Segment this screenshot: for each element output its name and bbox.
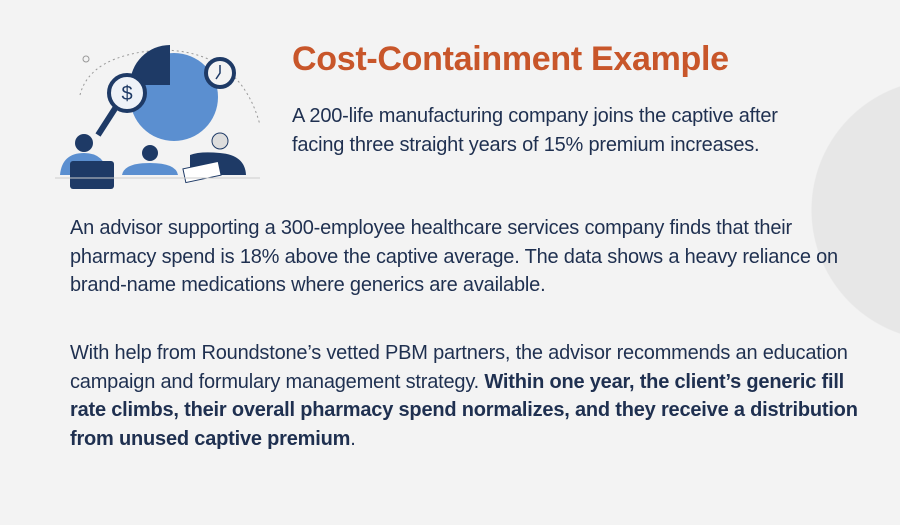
pie-chart-icon [130, 45, 218, 141]
problem-paragraph: An advisor supporting a 300-employee hea… [70, 217, 838, 296]
intro-paragraph: A 200-life manufacturing company joins t… [292, 105, 778, 156]
page-title: Cost-Containment Example [292, 40, 729, 78]
laptop-icon [70, 161, 114, 189]
solution-highlight: Within one year, the client’s generic fi… [70, 370, 858, 450]
solution-text: With help from Roundstone’s vetted PBM p… [70, 342, 848, 393]
team-analysis-illustration: $ [55, 45, 261, 189]
solution-end: . [350, 427, 356, 450]
svg-text:$: $ [121, 83, 132, 105]
document-icon [182, 160, 222, 184]
clock-icon [204, 57, 236, 89]
solution-paragraph: With help from Roundstone’s vetted PBM p… [70, 339, 870, 453]
magnifier-dollar-icon: $ [95, 73, 147, 137]
